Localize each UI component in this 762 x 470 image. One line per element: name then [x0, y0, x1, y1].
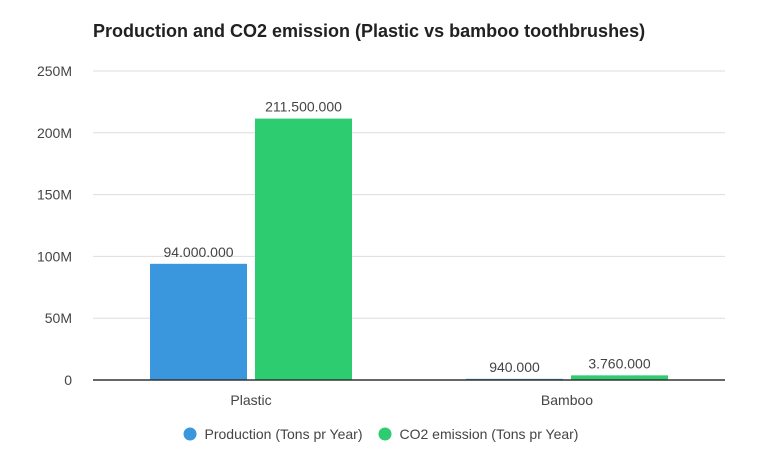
legend-item: CO2 emission (Tons pr Year) — [378, 426, 579, 442]
legend-swatch — [183, 427, 197, 441]
y-tick-label: 150M — [37, 187, 72, 203]
legend-label: Production (Tons pr Year) — [205, 426, 363, 442]
bar-value-label: 3.760.000 — [588, 355, 650, 371]
legend-swatch — [378, 427, 392, 441]
bar-value-label: 940.000 — [489, 359, 540, 375]
x-axis-categories: Plastic Bamboo — [230, 392, 593, 408]
bar — [150, 263, 247, 380]
x-category-label: Bamboo — [541, 392, 593, 408]
data-labels: 94.000.000 211.500.000 940.000 3.760.000 — [163, 99, 650, 375]
x-category-label: Plastic — [230, 392, 271, 408]
y-tick-label: 50M — [45, 310, 72, 326]
bar — [255, 118, 352, 380]
legend: Production (Tons pr Year) CO2 emission (T… — [183, 426, 579, 442]
y-tick-label: 250M — [37, 63, 72, 79]
gridlines — [93, 70, 725, 319]
bar — [571, 375, 668, 380]
bar-value-label: 94.000.000 — [163, 244, 233, 260]
legend-item: Production (Tons pr Year) — [183, 426, 363, 442]
y-tick-label: 0 — [64, 372, 72, 388]
chart-title: Production and CO2 emission (Plastic vs … — [93, 21, 645, 41]
y-tick-label: 200M — [37, 125, 72, 141]
legend-label: CO2 emission (Tons pr Year) — [400, 426, 579, 442]
y-axis-ticks: 0 50M 100M 150M 200M 250M — [37, 63, 72, 388]
bar-value-label: 211.500.000 — [265, 99, 342, 115]
y-tick-label: 100M — [37, 248, 72, 264]
